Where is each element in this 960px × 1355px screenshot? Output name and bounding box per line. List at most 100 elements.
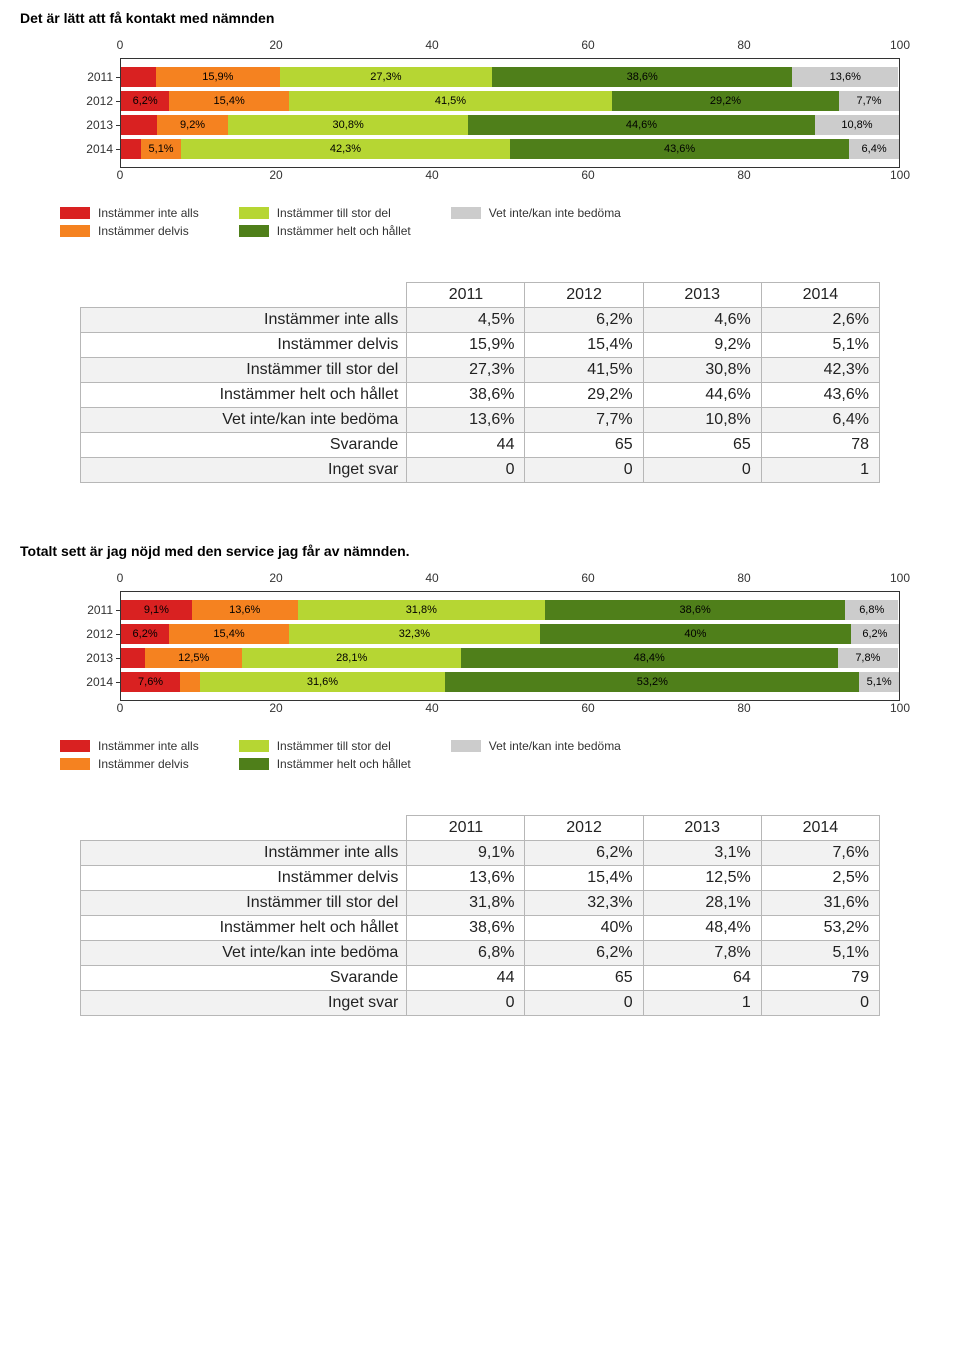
bar-row: 20147,6%31,6%53,2%5,1%	[121, 670, 899, 694]
bar-year-label: 2014	[65, 675, 113, 689]
page-root: Det är lätt att få kontakt med nämnden02…	[0, 0, 960, 1106]
bar-year-label: 2011	[65, 603, 113, 617]
bar-segment: 15,4%	[169, 91, 289, 111]
legend-text: Instämmer till stor del	[277, 206, 391, 220]
legend-item: Vet inte/kan inte bedöma	[451, 206, 621, 220]
table-cell: 29,2%	[525, 383, 643, 408]
table-cell: 6,2%	[525, 308, 643, 333]
table-row: Instämmer helt och hållet38,6%29,2%44,6%…	[81, 383, 880, 408]
table-body: Instämmer inte alls9,1%6,2%3,1%7,6%Instä…	[81, 841, 880, 1016]
axis-tick: 0	[117, 168, 124, 182]
axis-tick: 0	[117, 701, 124, 715]
bar-track: 7,6%31,6%53,2%5,1%	[121, 672, 899, 692]
table-cell: 5,1%	[761, 941, 879, 966]
bar-segment: 15,4%	[169, 624, 289, 644]
segment-label: 7,8%	[855, 652, 880, 664]
axis-tick: 40	[425, 38, 438, 52]
bar-track: 6,2%15,4%32,3%40%6,2%	[121, 624, 899, 644]
segment-label: 6,2%	[133, 95, 158, 107]
bar-segment: 15,9%	[156, 67, 280, 87]
table-row: Instämmer till stor del31,8%32,3%28,1%31…	[81, 891, 880, 916]
legend-item: Instämmer delvis	[60, 757, 199, 771]
legend: Instämmer inte allsInstämmer delvisInstä…	[60, 739, 940, 775]
axis-tick: 40	[425, 701, 438, 715]
table-head: 2011201220132014	[81, 816, 880, 841]
table-row-header: Instämmer delvis	[81, 866, 407, 891]
bar-row: 20139,2%30,8%44,6%10,8%	[121, 113, 899, 137]
bar-segment: 44,6%	[468, 115, 815, 135]
segment-label: 5,1%	[867, 676, 892, 688]
bar-track: 15,9%27,3%38,6%13,6%	[121, 67, 899, 87]
bar-segment	[180, 672, 199, 692]
bar-segment: 6,2%	[851, 624, 899, 644]
table-row-header: Instämmer helt och hållet	[81, 916, 407, 941]
legend-col: Instämmer till stor delInstämmer helt oc…	[239, 739, 411, 775]
legend-item: Instämmer inte alls	[60, 739, 199, 753]
table-cell: 0	[525, 991, 643, 1016]
bar-track: 9,2%30,8%44,6%10,8%	[121, 115, 899, 135]
table-row: Svarande44656578	[81, 433, 880, 458]
bar-segment: 31,8%	[298, 600, 545, 620]
table-cell: 78	[761, 433, 879, 458]
table-cell: 65	[525, 433, 643, 458]
bar-year-label: 2012	[65, 627, 113, 641]
table-row-header: Inget svar	[81, 991, 407, 1016]
table-cell: 28,1%	[643, 891, 761, 916]
table-year-header: 2011	[407, 816, 525, 841]
table-cell: 79	[761, 966, 879, 991]
table-cell: 15,4%	[525, 333, 643, 358]
segment-label: 31,6%	[307, 676, 338, 688]
axis-tick: 40	[425, 168, 438, 182]
legend-item: Instämmer helt och hållet	[239, 757, 411, 771]
bar-segment: 38,6%	[492, 67, 792, 87]
segment-label: 53,2%	[637, 676, 668, 688]
data-table: 2011201220132014Instämmer inte alls9,1%6…	[80, 815, 880, 1016]
bar-segment: 13,6%	[792, 67, 898, 87]
table-row: Instämmer till stor del27,3%41,5%30,8%42…	[81, 358, 880, 383]
bar-segment: 38,6%	[545, 600, 845, 620]
axis-tick: 60	[581, 701, 594, 715]
legend-col: Instämmer inte alls Instämmer delvis	[60, 739, 199, 775]
table-row: Instämmer delvis15,9%15,4%9,2%5,1%	[81, 333, 880, 358]
bar-segment: 9,1%	[121, 600, 192, 620]
table-cell: 1	[643, 991, 761, 1016]
axis-tick: 60	[581, 571, 594, 585]
table-cell: 5,1%	[761, 333, 879, 358]
section: Totalt sett är jag nöjd med den service …	[20, 543, 940, 1016]
table-cell: 12,5%	[643, 866, 761, 891]
table-cell: 0	[643, 458, 761, 483]
table-cell: 53,2%	[761, 916, 879, 941]
axis-tick: 100	[890, 38, 910, 52]
table-year-header: 2012	[525, 816, 643, 841]
table-year-header: 2013	[643, 816, 761, 841]
legend-item: Instämmer delvis	[60, 224, 199, 238]
table-cell: 6,8%	[407, 941, 525, 966]
x-axis: 020406080100	[120, 38, 900, 58]
table-row: Instämmer helt och hållet38,6%40%48,4%53…	[81, 916, 880, 941]
bar-track: 5,1%42,3%43,6%6,4%	[121, 139, 899, 159]
bar-segment	[121, 115, 157, 135]
table-cell: 30,8%	[643, 358, 761, 383]
table-cell: 9,1%	[407, 841, 525, 866]
axis-tick: 0	[117, 571, 124, 585]
segment-label: 38,6%	[627, 71, 658, 83]
legend-text: Vet inte/kan inte bedöma	[489, 206, 621, 220]
chart: 02040608010020119,1%13,6%31,8%38,6%6,8%2…	[20, 571, 940, 721]
bar-segment: 12,5%	[145, 648, 242, 668]
axis-tick: 100	[890, 571, 910, 585]
segment-label: 15,4%	[213, 628, 244, 640]
segment-label: 7,7%	[856, 95, 881, 107]
table-year-header: 2014	[761, 283, 879, 308]
bar-segment: 9,2%	[157, 115, 229, 135]
segment-label: 44,6%	[626, 119, 657, 131]
bar-segment	[121, 648, 145, 668]
segment-label: 38,6%	[680, 604, 711, 616]
axis-tick: 0	[117, 38, 124, 52]
bar-segment: 48,4%	[461, 648, 838, 668]
table-row-header: Instämmer helt och hållet	[81, 383, 407, 408]
segment-label: 6,4%	[862, 143, 887, 155]
axis-tick: 100	[890, 168, 910, 182]
legend-swatch	[239, 740, 269, 752]
table-head: 2011201220132014	[81, 283, 880, 308]
segment-label: 6,2%	[862, 628, 887, 640]
